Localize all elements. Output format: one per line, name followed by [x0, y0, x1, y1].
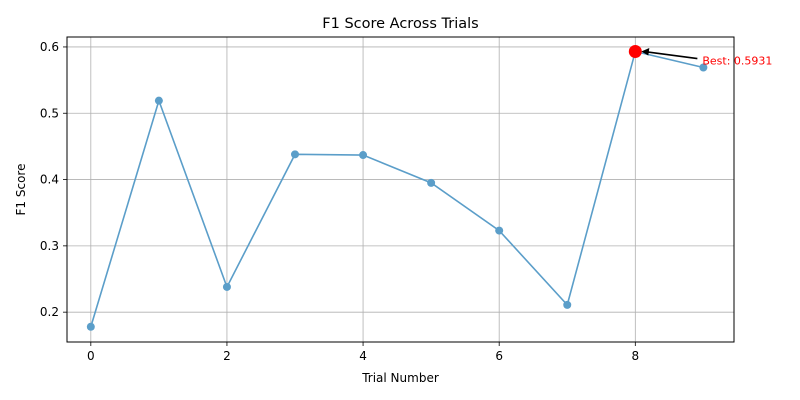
- series-line: [90, 50, 704, 327]
- data-point: [359, 151, 368, 160]
- best-annotation: Best: 0.5931: [628, 45, 772, 68]
- series-line-group: [86, 47, 708, 331]
- annotation-arrow-line: [644, 50, 698, 60]
- data-point: [86, 322, 95, 331]
- x-tick-label: 8: [631, 349, 639, 363]
- x-tick-label: 2: [223, 349, 231, 363]
- annotation-arrow-head: [641, 48, 650, 56]
- y-axis-ticks: 0.2 0.3 0.4 0.5 0.6: [40, 40, 67, 319]
- data-point: [222, 282, 231, 291]
- y-tick-label: 0.4: [40, 173, 59, 187]
- data-point: [495, 226, 504, 235]
- chart-title: F1 Score Across Trials: [322, 16, 478, 32]
- y-tick-label: 0.6: [40, 40, 59, 54]
- x-tick-label: 6: [495, 349, 503, 363]
- y-axis-label: F1 Score: [14, 164, 28, 216]
- x-axis-label: Trial Number: [361, 371, 439, 385]
- x-tick-label: 4: [359, 349, 367, 363]
- x-tick-label: 0: [87, 349, 95, 363]
- plot-area-frame: [66, 36, 735, 343]
- data-point: [154, 96, 163, 105]
- y-tick-label: 0.3: [40, 239, 59, 253]
- x-axis-ticks: 0 2 4 6 8: [87, 342, 639, 363]
- y-tick-label: 0.5: [40, 106, 59, 120]
- best-annotation-label: Best: 0.5931: [702, 55, 772, 68]
- grid-lines: [67, 37, 734, 342]
- data-point: [427, 178, 436, 187]
- y-tick-label: 0.2: [40, 305, 59, 319]
- data-point: [699, 63, 708, 72]
- best-point-marker: [628, 45, 642, 59]
- data-point: [291, 150, 300, 159]
- data-point: [563, 300, 572, 309]
